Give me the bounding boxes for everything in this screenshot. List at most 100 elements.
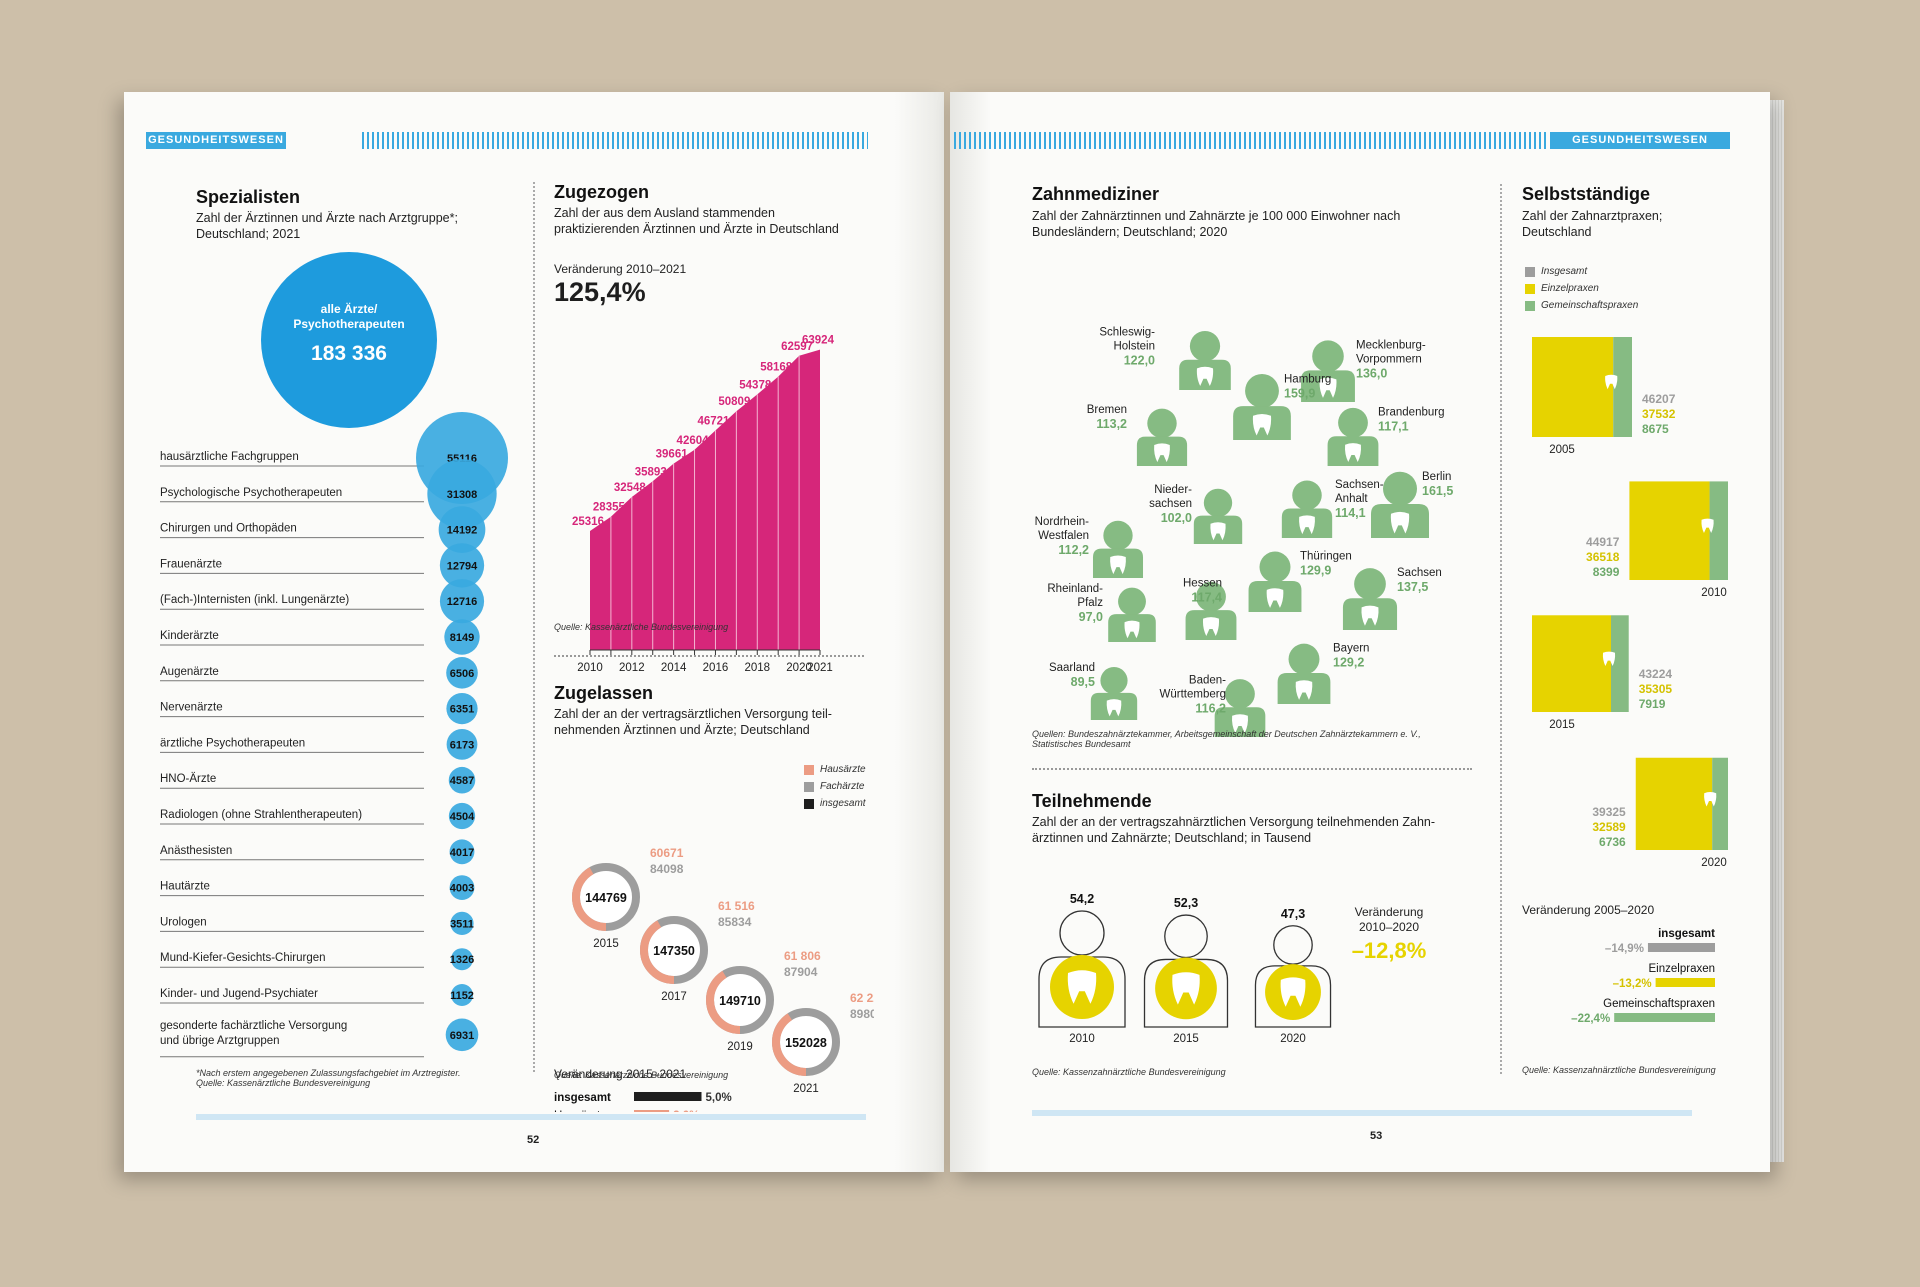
section-header-label: GESUNDHEITSWESEN	[1550, 132, 1730, 149]
page-number: 52	[527, 1134, 540, 1146]
state-name: Baden-	[1189, 675, 1226, 687]
header-tick-strip	[362, 132, 868, 149]
zugezogen-chart: 25316 28355 32548 35893 39661 42604 46721 50809…	[572, 335, 835, 674]
gemeinschaftspraxen-area	[1613, 337, 1632, 437]
legend-swatch	[1525, 283, 1535, 294]
value-label: 1152	[450, 990, 474, 1002]
einzelpraxen-label: 32589	[1592, 820, 1626, 834]
tooth-icon	[1701, 518, 1714, 533]
spezialisten-chart: alle Ärzte/ Psychotherapeuten 183 336 ha…	[160, 252, 508, 1058]
x-tick-label: 2021	[807, 662, 833, 674]
head-mark	[1196, 581, 1226, 612]
tooth-icon	[1172, 972, 1200, 1005]
hausaerzte-label: 60671	[650, 846, 684, 860]
column-divider	[1500, 184, 1502, 1074]
value-bubble	[446, 692, 478, 725]
category-label: Kinder- und Jugend-Psychiater	[160, 988, 318, 1000]
head-mark	[1245, 373, 1279, 408]
data-label: 63924	[802, 335, 835, 347]
x-tick-label: 2010	[577, 662, 603, 674]
zugelassen-subtitle-2: nehmenden Ärztinnen und Ärzte; Deutschla…	[554, 723, 810, 737]
zugezogen-change-value: 125,4%	[554, 277, 646, 307]
value-label: 6506	[450, 668, 474, 680]
change-row-label: insgesamt	[554, 1092, 611, 1104]
state-name: Mecklenburg-	[1356, 339, 1426, 351]
category-label: gesonderte fachärztliche Versorgung	[160, 1020, 347, 1032]
data-label: 35893	[635, 466, 667, 478]
head-mark	[1103, 520, 1133, 551]
ring-year-label: 2017	[661, 991, 687, 1003]
value-bubble	[451, 984, 473, 1006]
change-row-value: –13,2%	[1613, 978, 1652, 990]
fachaerzte-label: 89808	[850, 1007, 874, 1021]
total-label-2: Psychotherapeuten	[293, 317, 404, 331]
ring-total-label: 152028	[785, 1036, 827, 1050]
head-mark	[1259, 551, 1291, 583]
year-label: 2005	[1549, 444, 1575, 456]
state-name: Brandenburg	[1378, 406, 1445, 418]
tooth-icon	[1252, 414, 1272, 436]
category-label: Frauenärzte	[160, 558, 222, 570]
tooth-icon	[1280, 977, 1306, 1007]
tooth-icon	[1202, 617, 1220, 637]
legend-swatch	[804, 798, 814, 809]
legend-label: insgesamt	[820, 798, 866, 809]
footnote-line-2: Quelle: Kassenärztliche Bundesvereinigun…	[196, 1078, 371, 1088]
state-value: 114,1	[1335, 506, 1366, 520]
year-label: 2010	[1069, 1033, 1095, 1045]
category-label: Mund-Kiefer-Gesichts-Chirurgen	[160, 952, 326, 964]
change-bar	[1614, 1013, 1715, 1022]
zahnmediziner-title: Zahnmediziner	[1032, 184, 1160, 204]
category-label: Augenärzte	[160, 666, 219, 678]
hausaerzte-label: 62 220	[850, 991, 874, 1005]
zahnmediziner-subtitle-1: Zahl der Zahnärztinnen und Zahnärzte je …	[1032, 209, 1401, 223]
value-label: 31308	[447, 489, 478, 501]
head-mark	[1338, 407, 1368, 438]
area-series	[590, 349, 820, 650]
data-label: 28355	[593, 502, 626, 514]
gemeinschaftspraxen-area	[1709, 481, 1728, 580]
right-page: GESUNDHEITSWESEN Zahnmediziner Zahl der …	[950, 92, 1770, 1172]
value-bubble	[448, 766, 476, 794]
state-value: 122,0	[1124, 354, 1155, 368]
head-mark	[1288, 643, 1320, 675]
column-divider	[533, 182, 535, 1072]
head-mark	[1189, 330, 1221, 362]
state-name: Sachsen-	[1335, 479, 1384, 491]
legend-item-gemeinschaftspraxen: Gemeinschaftspraxen	[1525, 300, 1638, 311]
source-line-2: Statistisches Bundesamt	[1032, 739, 1131, 749]
insgesamt-label: 39325	[1592, 805, 1626, 819]
value-label: 4003	[450, 883, 474, 895]
head-mark	[1118, 587, 1146, 616]
spezialisten-title: Spezialisten	[196, 187, 301, 207]
data-label: 58168	[760, 362, 793, 374]
year-label: 2020	[1280, 1033, 1306, 1045]
state-name: Holstein	[1113, 341, 1155, 353]
value-bubble	[451, 948, 473, 971]
legend-swatch	[1525, 300, 1535, 311]
state-name: Thüringen	[1300, 550, 1352, 562]
teilnehmende-change-label-1: Veränderung	[1355, 905, 1424, 919]
state-name: Bayern	[1333, 642, 1369, 654]
state-name: Saarland	[1049, 662, 1095, 674]
tooth-icon	[1299, 515, 1315, 535]
gemeinschaftspraxen-area	[1610, 615, 1629, 712]
category-label: Kinderärzte	[160, 630, 219, 642]
legend-label: Fachärzte	[820, 781, 865, 792]
teilnehmende-title: Teilnehmende	[1032, 791, 1152, 811]
head-mark	[1147, 408, 1177, 439]
state-value: 89,5	[1071, 675, 1095, 689]
x-tick-label: 2014	[661, 662, 687, 674]
state-value: 129,9	[1300, 563, 1331, 577]
data-label: 54378	[739, 379, 772, 391]
value-label: 6931	[450, 1030, 474, 1042]
state-value: 129,2	[1333, 655, 1364, 669]
left-page: GESUNDHEITSWESEN Spezialisten Zahl der Ä…	[124, 92, 944, 1172]
legend-item-fachaerzte: Fachärzte	[804, 781, 864, 792]
body-outline	[1038, 956, 1126, 1028]
